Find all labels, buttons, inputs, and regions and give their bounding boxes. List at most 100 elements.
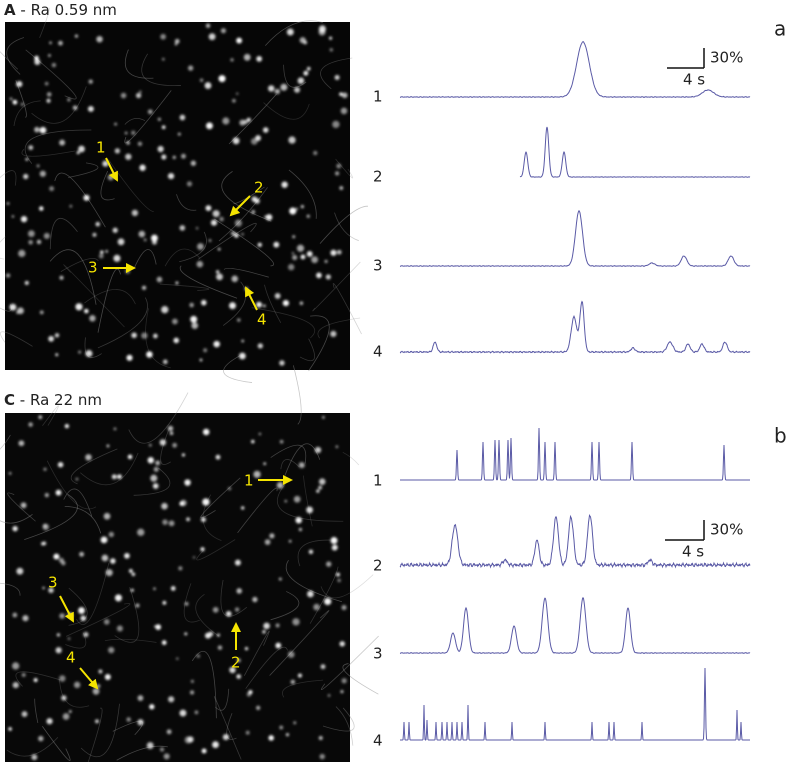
cell bbox=[208, 33, 216, 41]
cell bbox=[28, 240, 33, 245]
cell bbox=[38, 415, 43, 420]
neurite bbox=[179, 231, 207, 263]
neurite bbox=[322, 707, 355, 732]
arrow-label: 4 bbox=[66, 649, 76, 667]
neurite bbox=[245, 646, 288, 689]
neurite bbox=[309, 566, 339, 624]
cell bbox=[222, 117, 230, 125]
neurite bbox=[280, 459, 300, 470]
cell bbox=[192, 556, 196, 559]
cell bbox=[36, 164, 40, 168]
micrograph bbox=[0, 7, 369, 383]
neurite bbox=[68, 587, 88, 626]
cell bbox=[162, 57, 165, 61]
neurite bbox=[0, 434, 11, 450]
cell bbox=[217, 645, 223, 650]
trace-label: 3 bbox=[373, 645, 383, 663]
cell bbox=[28, 145, 34, 150]
cell bbox=[34, 126, 40, 133]
cell bbox=[169, 431, 174, 435]
cell bbox=[334, 171, 340, 176]
cell bbox=[53, 553, 60, 560]
cell bbox=[156, 276, 163, 283]
neurite bbox=[335, 706, 354, 746]
neurite bbox=[49, 218, 78, 250]
cell bbox=[131, 332, 137, 339]
cell bbox=[137, 719, 144, 726]
trace bbox=[399, 300, 751, 354]
cell bbox=[319, 753, 326, 760]
cell bbox=[290, 679, 296, 685]
trace bbox=[400, 427, 750, 481]
cell bbox=[256, 301, 262, 308]
cell bbox=[80, 615, 87, 622]
cell bbox=[160, 33, 166, 40]
cell bbox=[106, 444, 110, 448]
cell bbox=[190, 315, 198, 323]
arrow-label: 3 bbox=[48, 574, 58, 592]
cell bbox=[49, 186, 55, 192]
cell bbox=[229, 302, 236, 310]
cell bbox=[104, 673, 111, 680]
cell bbox=[334, 74, 340, 80]
cell bbox=[318, 736, 323, 740]
cell bbox=[131, 130, 136, 136]
cell bbox=[114, 594, 122, 602]
cell bbox=[234, 219, 242, 227]
neurite bbox=[191, 650, 217, 719]
cell bbox=[200, 547, 205, 552]
cell bbox=[208, 239, 212, 242]
panel-title: - Ra 22 nm bbox=[20, 391, 102, 409]
cell bbox=[186, 181, 193, 187]
cell bbox=[168, 520, 175, 527]
cell bbox=[295, 516, 302, 524]
cell bbox=[205, 205, 212, 212]
cell bbox=[146, 351, 153, 358]
cell bbox=[204, 82, 212, 89]
cell bbox=[306, 66, 311, 71]
neurite bbox=[145, 308, 171, 369]
cell bbox=[190, 679, 194, 683]
cell bbox=[161, 306, 169, 314]
cell bbox=[336, 163, 342, 169]
cell bbox=[241, 506, 245, 510]
cell bbox=[311, 256, 319, 264]
neurite bbox=[251, 307, 316, 339]
neurite bbox=[0, 514, 33, 524]
cell bbox=[216, 633, 221, 637]
cell bbox=[138, 230, 146, 238]
cell bbox=[201, 748, 207, 754]
cell bbox=[326, 561, 332, 567]
cell bbox=[58, 40, 63, 46]
cell bbox=[107, 174, 114, 181]
cell bbox=[146, 742, 154, 749]
cell bbox=[186, 517, 190, 522]
cell bbox=[147, 109, 153, 115]
neurite bbox=[80, 452, 139, 486]
trace bbox=[399, 41, 751, 99]
cell bbox=[21, 711, 28, 717]
neurite bbox=[320, 635, 379, 690]
cell bbox=[298, 462, 305, 469]
cell bbox=[147, 457, 155, 464]
cell bbox=[87, 105, 94, 112]
cell bbox=[180, 499, 187, 507]
cell bbox=[306, 251, 313, 257]
cell bbox=[84, 308, 89, 314]
neurite bbox=[276, 483, 344, 522]
arrow bbox=[79, 667, 99, 690]
cell bbox=[284, 499, 287, 503]
neurite bbox=[34, 698, 39, 724]
neurite bbox=[320, 574, 374, 599]
cell bbox=[268, 735, 274, 741]
neurite bbox=[133, 467, 171, 496]
cell bbox=[248, 690, 253, 695]
cell bbox=[268, 85, 275, 92]
cell bbox=[85, 350, 93, 358]
neurite bbox=[49, 249, 97, 305]
neurite bbox=[87, 707, 103, 762]
cell bbox=[196, 260, 204, 268]
cell bbox=[300, 254, 306, 260]
trace bbox=[399, 209, 751, 268]
neurite bbox=[68, 162, 99, 178]
